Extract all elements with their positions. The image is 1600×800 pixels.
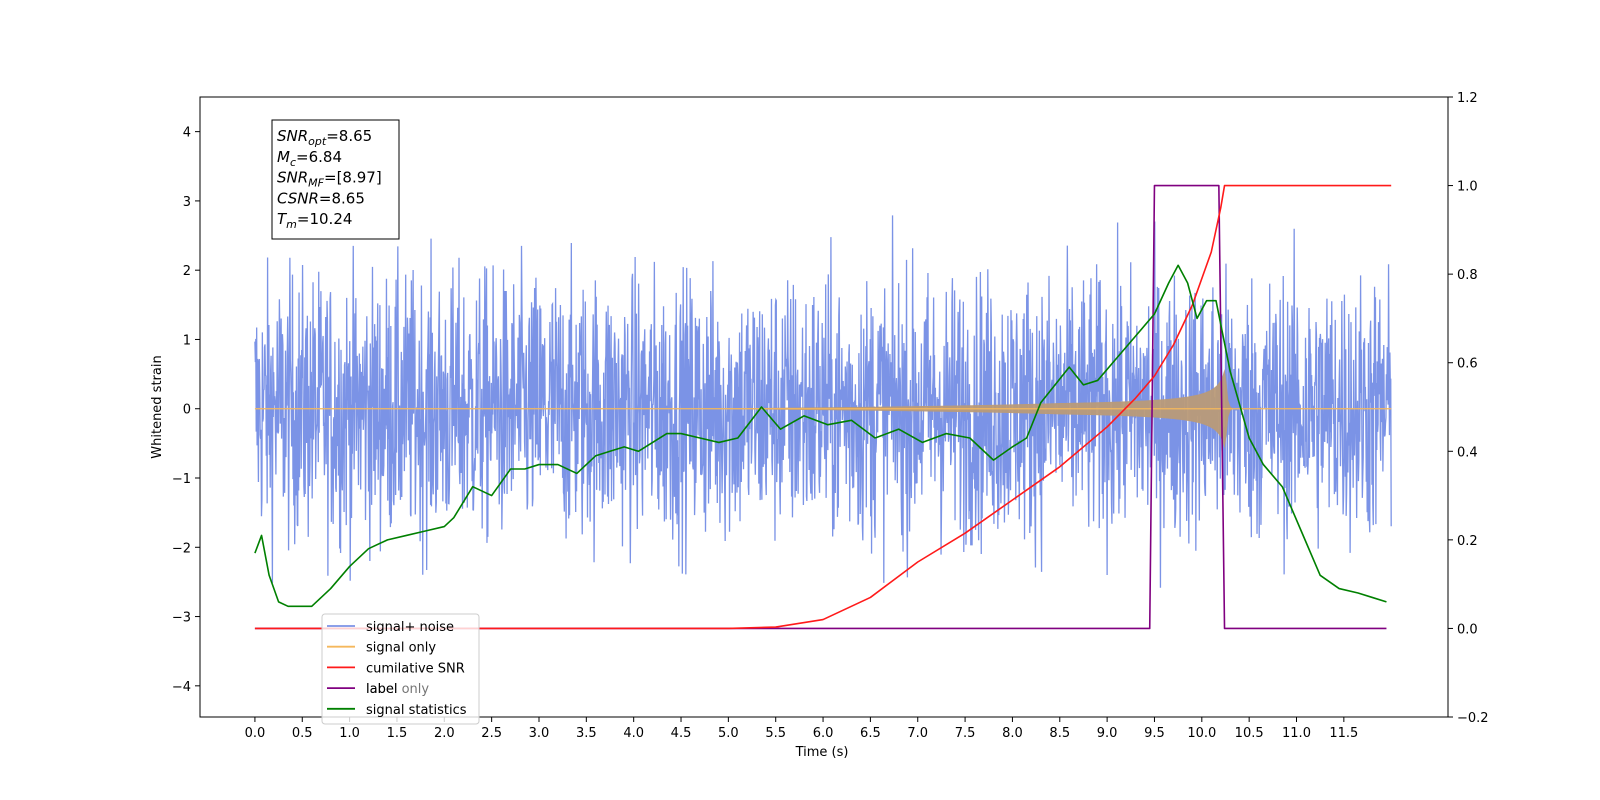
x-tick-label: 5.5 [765, 726, 786, 741]
y-right-tick-label: −0.2 [1457, 711, 1489, 726]
overlay-lines [254, 184, 1392, 630]
y-left-axis-ticks: −4 −3 −2 −1 0 1 2 3 4 [172, 126, 200, 695]
y-right-tick-label: 1.0 [1457, 180, 1478, 195]
plot-frame [199, 96, 1449, 718]
plot-area [254, 184, 1392, 630]
textbox-line: Mc=6.84 [277, 148, 342, 169]
x-axis-ticks: 0.0 0.5 1.0 1.5 2.0 2.5 3.0 3.5 4.0 4.5 5.0 5.5 6.0 6… [245, 717, 1358, 741]
y-left-tick-label: −2 [172, 541, 191, 556]
y-right-axis-ticks: −0.2 0.0 0.2 0.4 0.6 0.8 1.0 1.2 [1448, 91, 1489, 726]
legend-overlapped-text: label only [366, 682, 429, 697]
x-axis-label: Time (s) [795, 745, 849, 760]
x-tick-label: 8.0 [1002, 726, 1023, 741]
signal-statistics-line [254, 264, 1387, 608]
textbox-line: SNRopt=8.65 [277, 127, 372, 148]
x-tick-label: 3.5 [576, 726, 597, 741]
x-tick-label: 6.5 [860, 726, 881, 741]
x-tick-label: 10.0 [1187, 726, 1216, 741]
legend-entry: label [366, 682, 397, 697]
x-tick-label: 1.5 [387, 726, 408, 741]
y-left-tick-label: 4 [183, 126, 191, 141]
y-right-tick-label: 0.8 [1457, 268, 1478, 283]
cumulative-snr-line [254, 184, 1392, 630]
legend: signal+ noise signal only cumilative SNR la… [321, 613, 480, 725]
x-tick-label: 3.0 [529, 726, 550, 741]
x-tick-label: 11.5 [1329, 726, 1358, 741]
y-left-tick-label: 3 [183, 195, 191, 210]
x-tick-label: 6.0 [813, 726, 834, 741]
signal-only-series [254, 369, 1392, 449]
x-tick-label: 8.5 [1049, 726, 1070, 741]
signal-plus-noise-line [254, 215, 1392, 588]
x-tick-label: 9.0 [1097, 726, 1118, 741]
x-tick-label: 7.0 [907, 726, 928, 741]
y-right-tick-label: 0.6 [1457, 357, 1478, 372]
x-tick-label: 5.0 [718, 726, 739, 741]
x-tick-label: 4.0 [623, 726, 644, 741]
x-tick-label: 11.0 [1282, 726, 1311, 741]
textbox-line: CSNR=8.65 [277, 189, 365, 207]
legend-entry: signal statistics [366, 703, 467, 718]
x-tick-label: 0.5 [292, 726, 313, 741]
y-right-tick-label: 0.4 [1457, 445, 1478, 460]
label-line [254, 184, 1387, 630]
y-left-tick-label: 2 [183, 264, 191, 279]
y-right-tick-label: 0.2 [1457, 534, 1478, 549]
x-tick-label: 1.0 [339, 726, 360, 741]
x-tick-label: 2.0 [434, 726, 455, 741]
y-right-tick-label: 1.2 [1457, 91, 1478, 106]
y-axis-label: Whitened strain [150, 355, 165, 458]
textbox-line: Tm=10.24 [277, 210, 352, 231]
y-left-tick-label: 1 [183, 333, 191, 348]
x-tick-label: 9.5 [1144, 726, 1165, 741]
y-left-tick-label: −4 [172, 680, 191, 695]
legend-entry: cumilative SNR [366, 661, 465, 676]
x-tick-label: 2.5 [481, 726, 502, 741]
x-tick-label: 10.5 [1235, 726, 1264, 741]
x-tick-label: 7.5 [955, 726, 976, 741]
legend-entry: signal only [366, 641, 436, 656]
y-right-tick-label: 0.0 [1457, 622, 1478, 637]
y-left-tick-label: −3 [172, 611, 191, 626]
x-tick-label: 0.0 [245, 726, 266, 741]
y-left-tick-label: −1 [172, 472, 191, 487]
signal-plus-noise-series [254, 215, 1392, 588]
legend-entry: signal+ noise [366, 620, 454, 635]
textbox-line: SNRMF=[8.97] [277, 169, 382, 190]
x-tick-label: 4.5 [671, 726, 692, 741]
y-left-tick-label: 0 [183, 403, 191, 418]
